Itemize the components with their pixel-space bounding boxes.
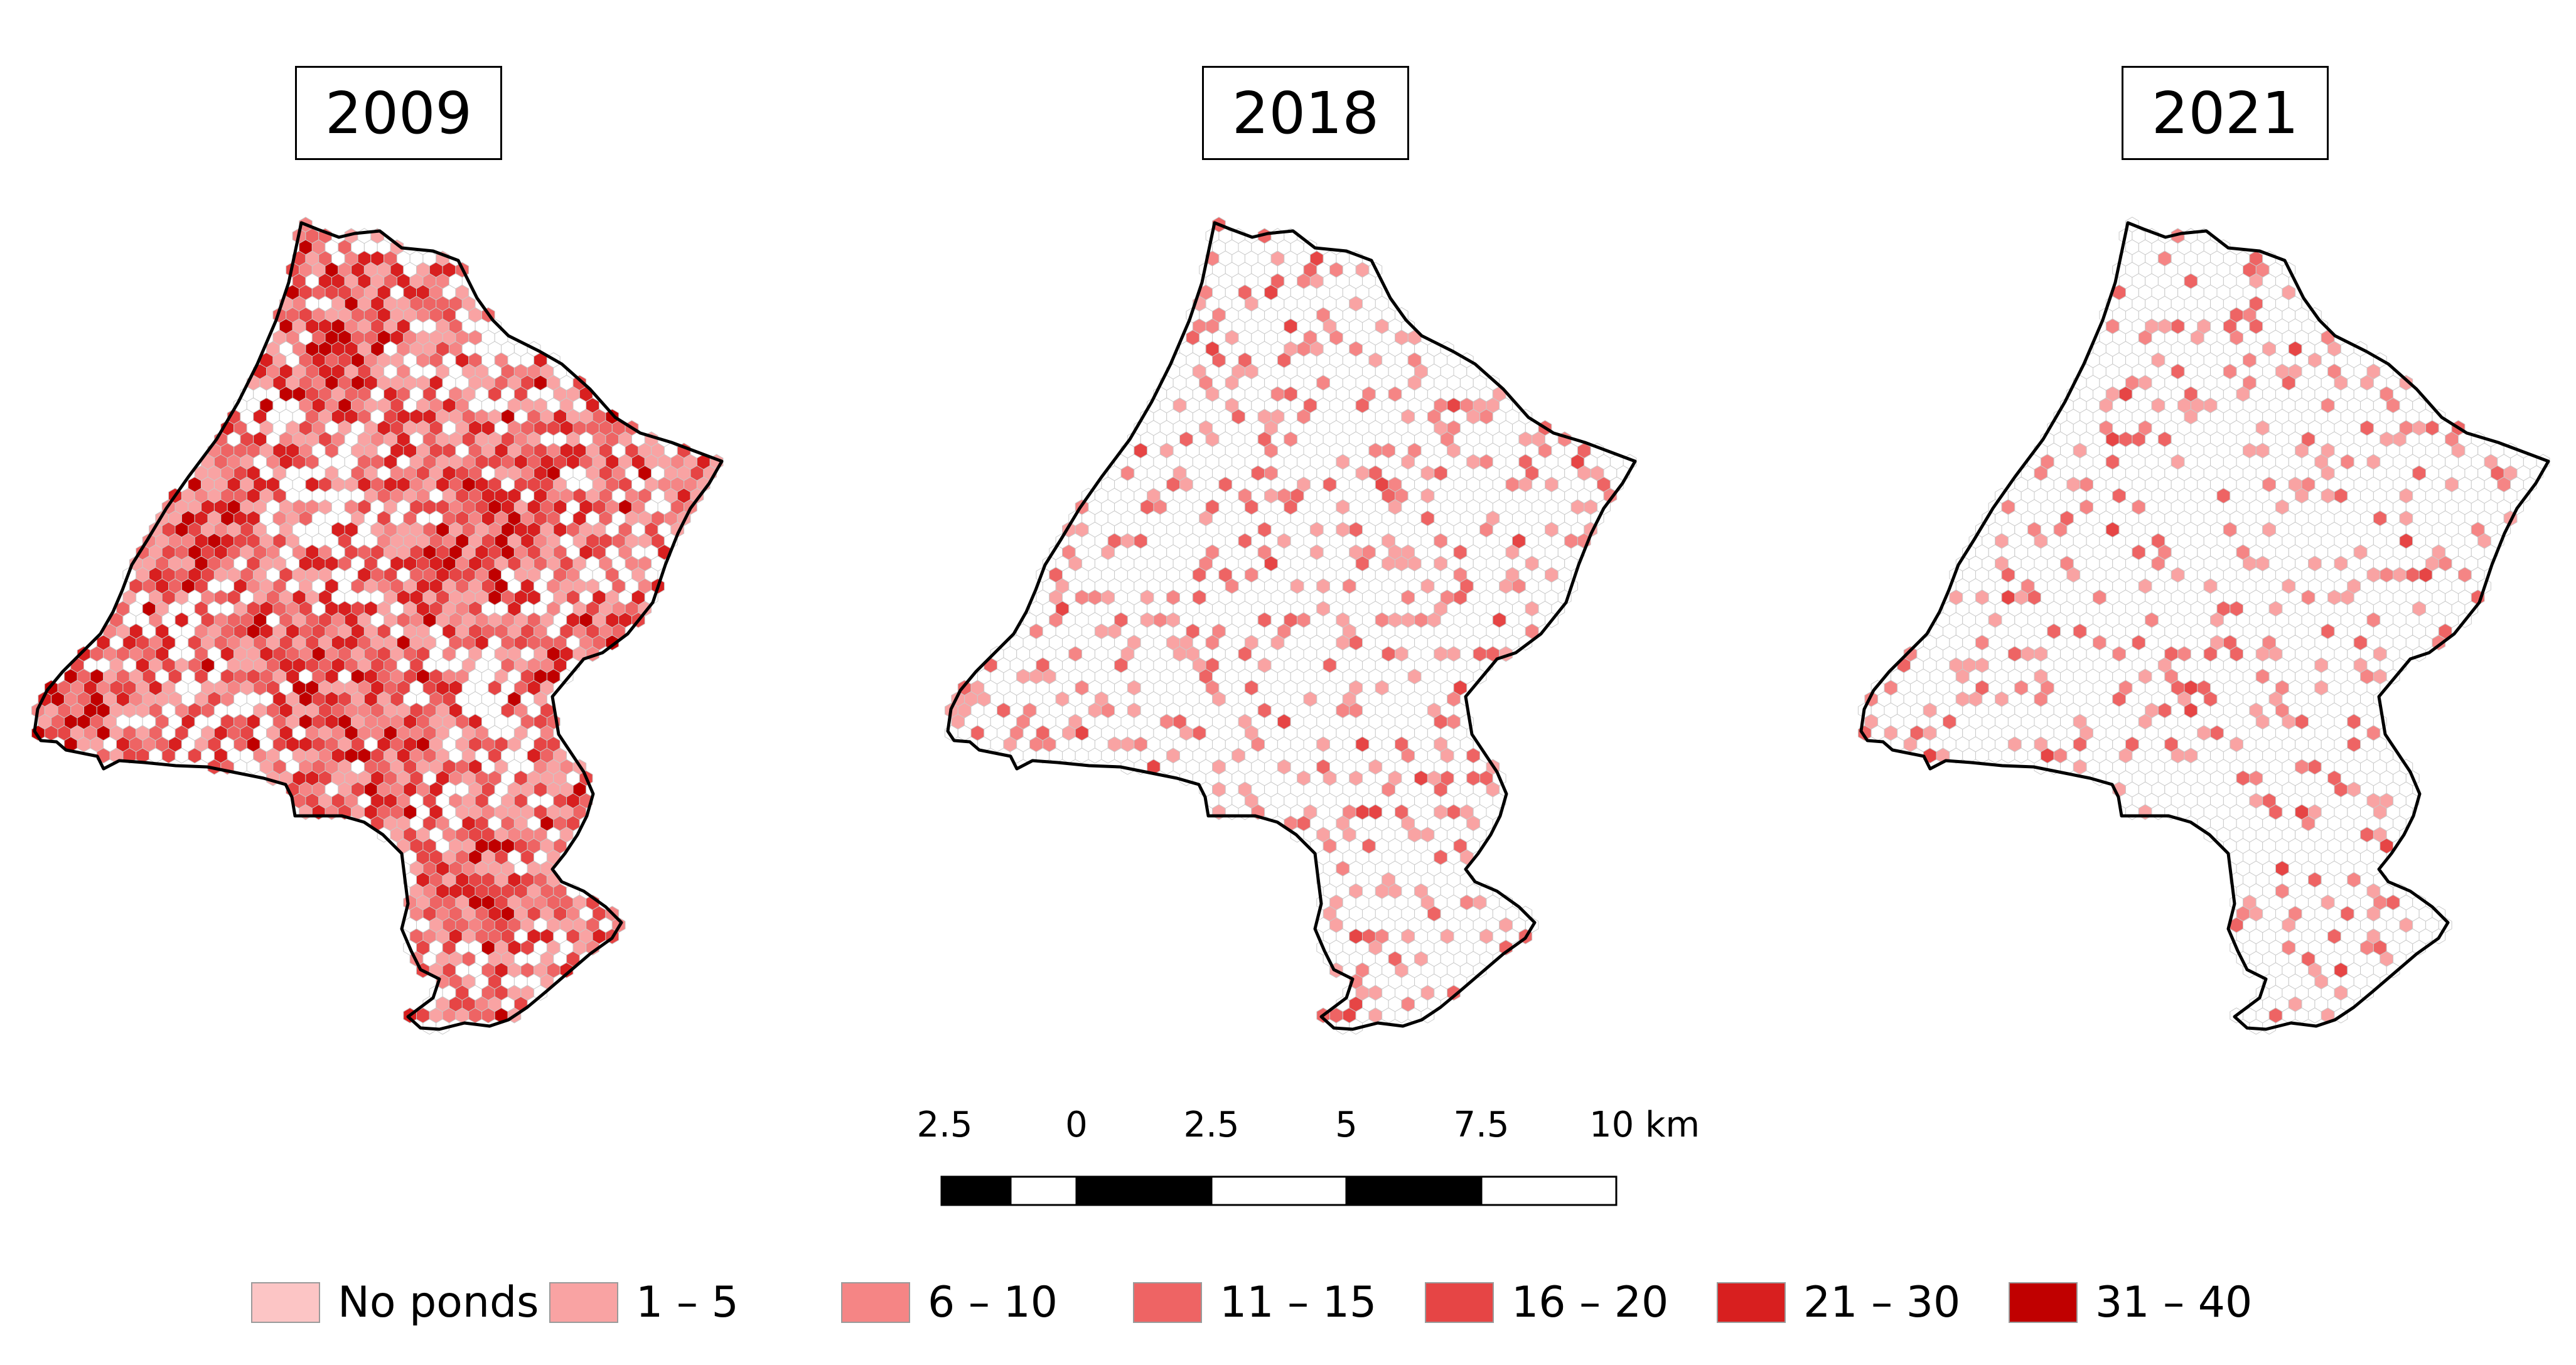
panel-year-label: 2018	[1202, 66, 1409, 160]
map-panel-2018: 2018	[913, 0, 1772, 1079]
map-panel-2021: 2021	[1827, 0, 2576, 1079]
hex-map-2009	[31, 217, 724, 1035]
region-boundary	[946, 221, 1637, 1031]
hex-map-2018	[944, 217, 1637, 1035]
panel-year-label: 2021	[2122, 66, 2329, 160]
panel-year-label: 2009	[295, 66, 502, 160]
hex-map-2021	[1857, 217, 2550, 1035]
region-boundary	[33, 221, 724, 1031]
map-panel-2009: 2009	[0, 0, 859, 1079]
